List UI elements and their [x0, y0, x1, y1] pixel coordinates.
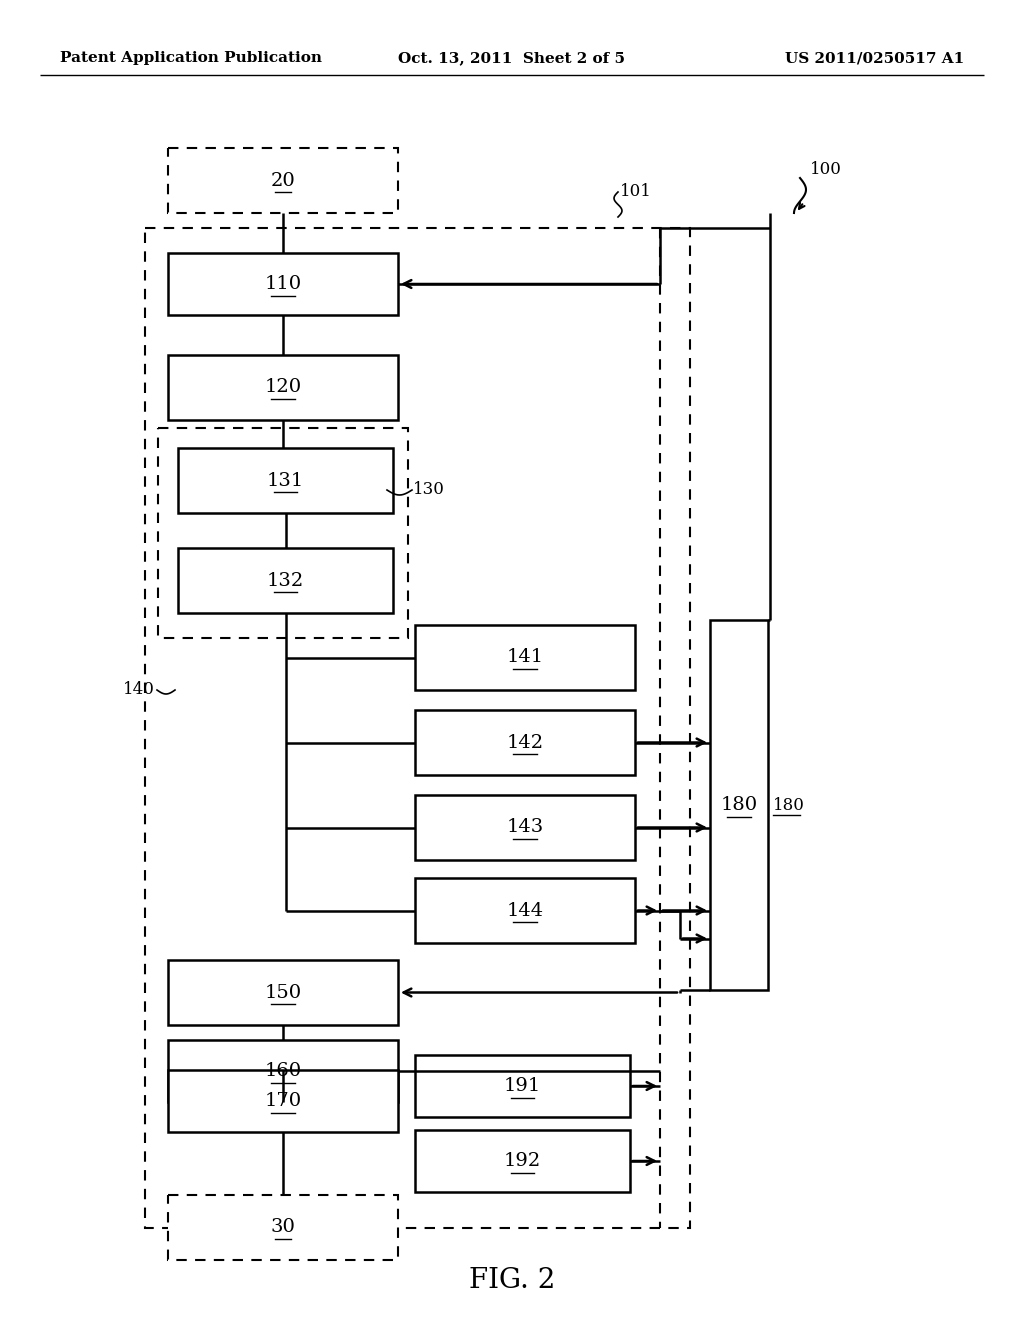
Text: 192: 192	[504, 1152, 541, 1170]
Text: 131: 131	[267, 471, 304, 490]
Bar	[145, 228, 690, 1228]
Text: 142: 142	[507, 734, 544, 751]
Text: 144: 144	[507, 902, 544, 920]
Text: Patent Application Publication: Patent Application Publication	[60, 51, 322, 65]
Text: 141: 141	[507, 648, 544, 667]
Bar	[168, 148, 398, 213]
Bar	[158, 428, 408, 638]
Text: 140: 140	[123, 681, 155, 698]
Bar	[168, 1195, 398, 1261]
Text: 20: 20	[270, 172, 295, 190]
Bar	[168, 960, 398, 1026]
Bar	[168, 355, 398, 420]
Text: 100: 100	[810, 161, 842, 178]
Text: US 2011/0250517 A1: US 2011/0250517 A1	[784, 51, 964, 65]
Text: Oct. 13, 2011  Sheet 2 of 5: Oct. 13, 2011 Sheet 2 of 5	[398, 51, 626, 65]
Bar	[178, 447, 393, 513]
Bar	[415, 795, 635, 861]
Text: 110: 110	[264, 275, 301, 293]
Text: 180: 180	[721, 796, 758, 814]
Bar	[415, 1055, 630, 1117]
Bar	[710, 620, 768, 990]
Text: FIG. 2: FIG. 2	[469, 1266, 555, 1294]
Bar	[415, 710, 635, 775]
Text: 191: 191	[504, 1077, 541, 1096]
Text: 180: 180	[773, 796, 805, 813]
Bar	[415, 1130, 630, 1192]
Text: 132: 132	[267, 572, 304, 590]
Text: 120: 120	[264, 379, 301, 396]
Bar	[178, 548, 393, 612]
Text: 150: 150	[264, 983, 301, 1002]
Bar	[168, 253, 398, 315]
Bar	[415, 624, 635, 690]
Bar	[168, 1040, 398, 1102]
Text: 143: 143	[507, 818, 544, 837]
Text: 101: 101	[620, 183, 652, 201]
Text: 160: 160	[264, 1063, 301, 1080]
Text: 30: 30	[270, 1218, 296, 1237]
Bar	[168, 1071, 398, 1133]
Bar	[415, 878, 635, 942]
Text: 170: 170	[264, 1092, 301, 1110]
Text: 130: 130	[413, 482, 444, 499]
